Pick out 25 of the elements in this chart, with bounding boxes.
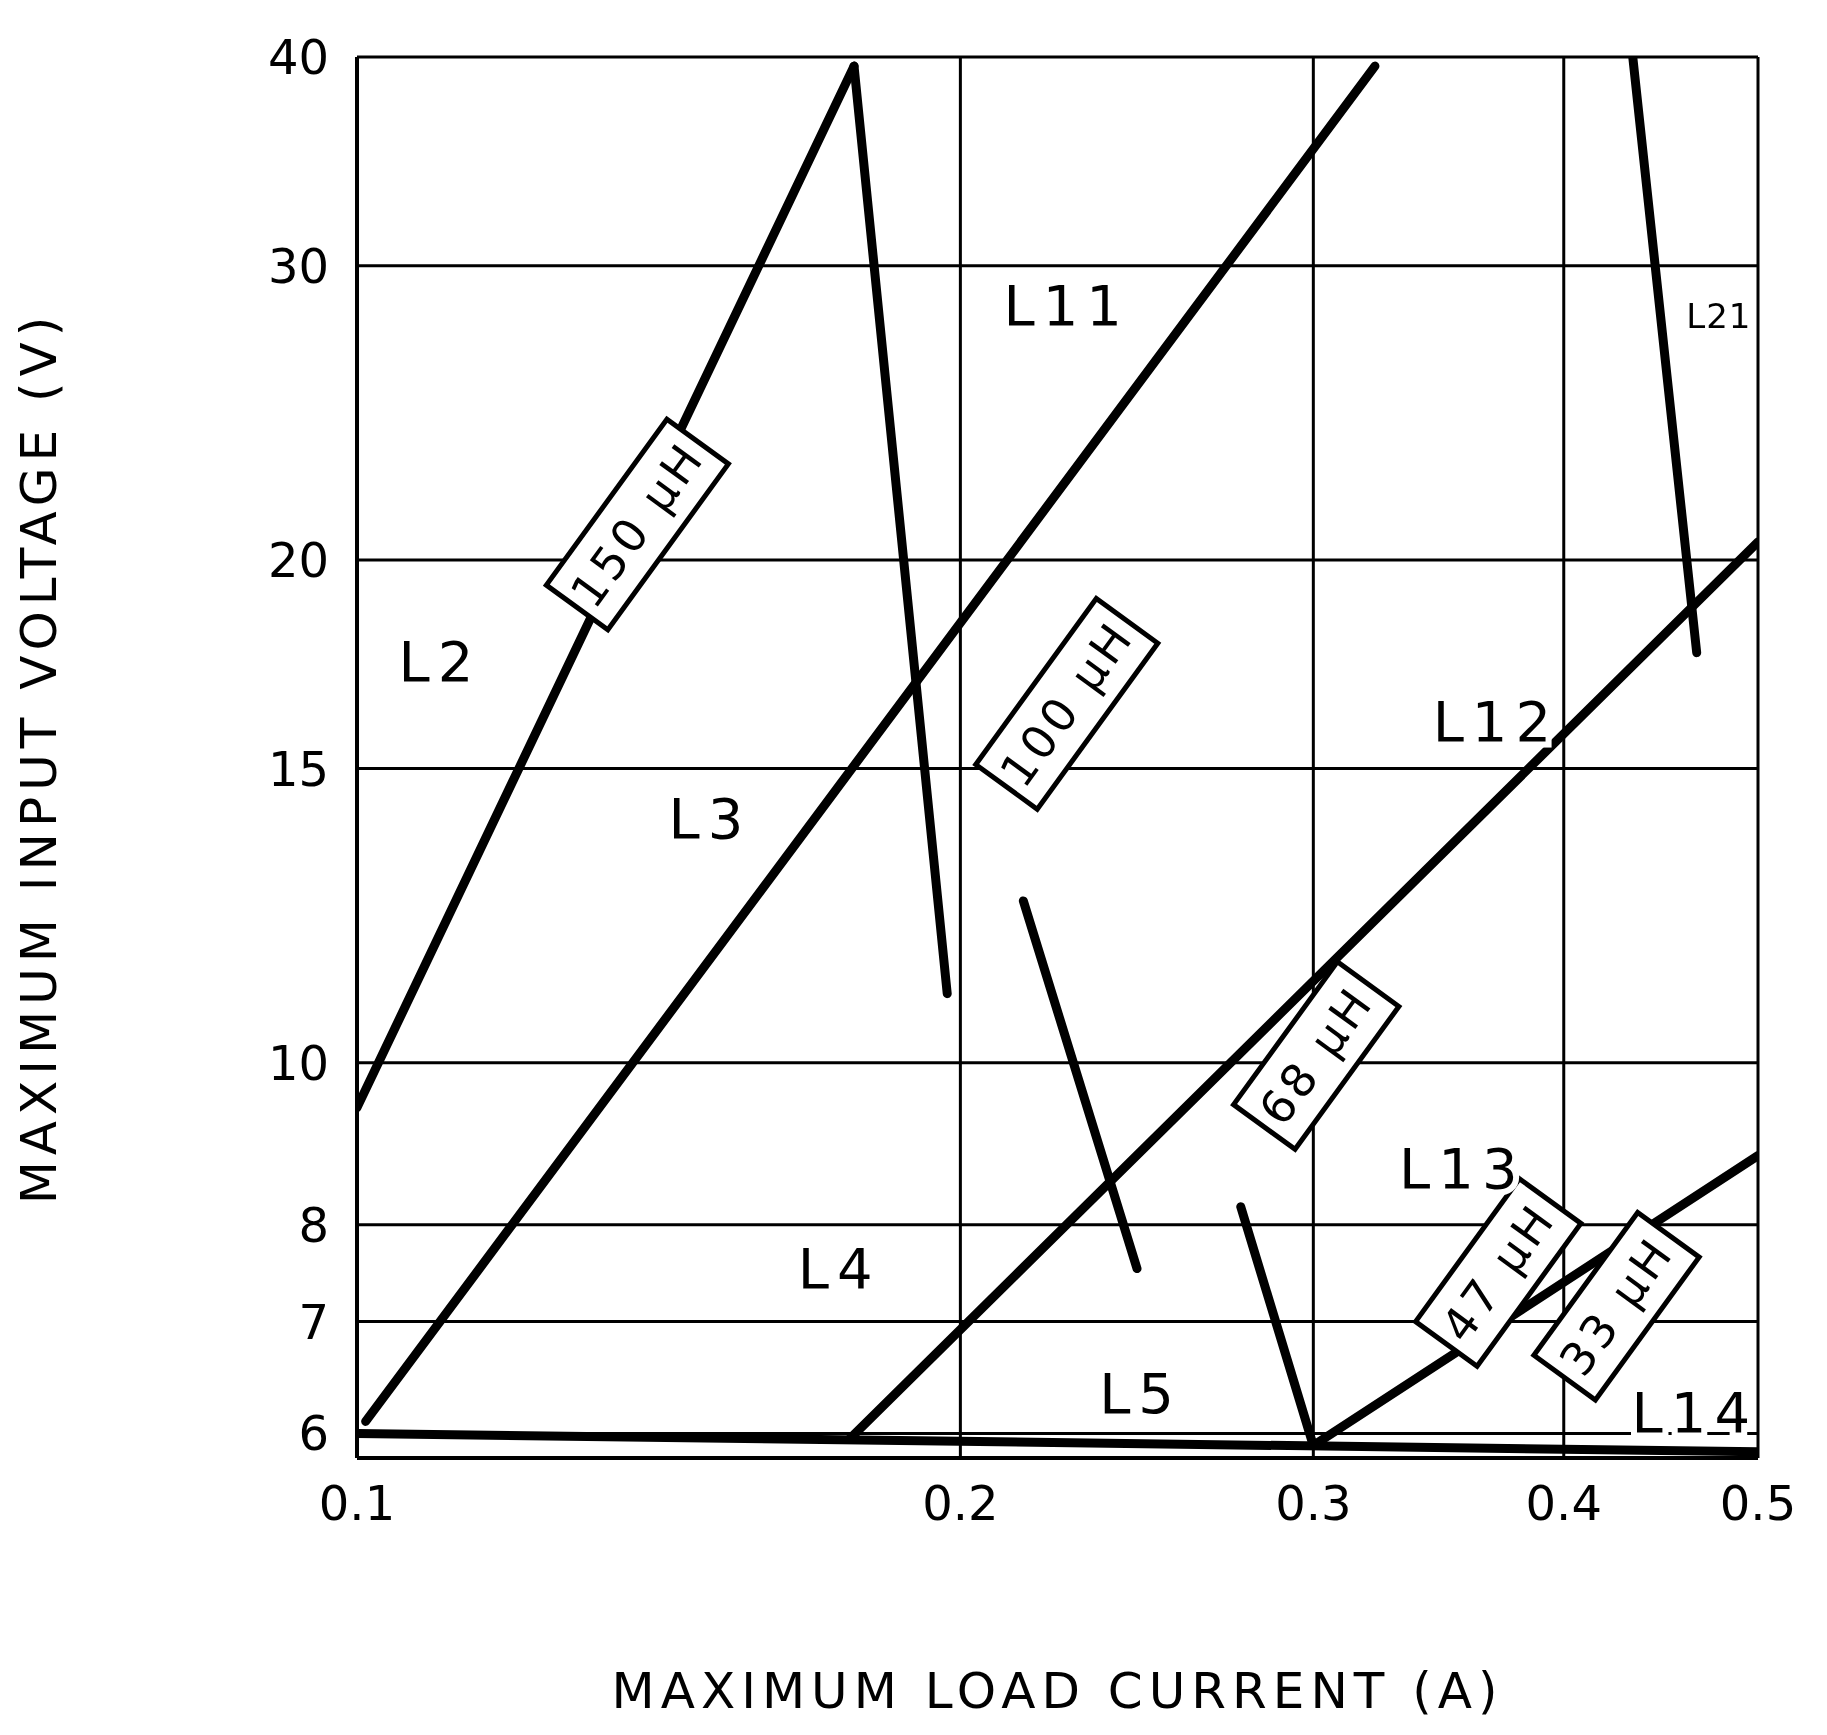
y-axis-title: MAXIMUM INPUT VOLTAGE (V) bbox=[9, 310, 68, 1205]
annotation: L5 bbox=[1099, 1361, 1182, 1427]
x-tick-label: 0.3 bbox=[1275, 1475, 1352, 1532]
x-axis-title: MAXIMUM LOAD CURRENT (A) bbox=[611, 1662, 1504, 1720]
x-tick-label: 0.5 bbox=[1719, 1475, 1797, 1532]
annotation: L4 bbox=[797, 1236, 881, 1302]
annotation: L13 bbox=[1399, 1135, 1526, 1201]
x-tick-label: 0.1 bbox=[318, 1475, 396, 1532]
annotation: 68 µH bbox=[1248, 976, 1385, 1136]
annotation: L21 bbox=[1686, 295, 1752, 336]
y-tick-label: 15 bbox=[267, 740, 329, 797]
y-tick-label: 8 bbox=[298, 1196, 329, 1253]
annotation: L3 bbox=[668, 786, 752, 852]
annotation: L11 bbox=[1003, 273, 1130, 339]
y-tick-label: 10 bbox=[267, 1034, 329, 1091]
y-tick-label: 6 bbox=[298, 1405, 329, 1462]
x-tick-label: 0.4 bbox=[1525, 1475, 1602, 1532]
y-tick-label: 40 bbox=[267, 29, 329, 86]
y-tick-label: 7 bbox=[298, 1293, 329, 1350]
annotation: L2 bbox=[398, 628, 482, 694]
annotation: L12 bbox=[1432, 689, 1560, 755]
annotation: L14 bbox=[1631, 1379, 1759, 1445]
y-tick-label: 20 bbox=[267, 531, 329, 588]
x-tick-label: 0.2 bbox=[922, 1475, 999, 1532]
y-tick-label: 30 bbox=[267, 237, 329, 294]
